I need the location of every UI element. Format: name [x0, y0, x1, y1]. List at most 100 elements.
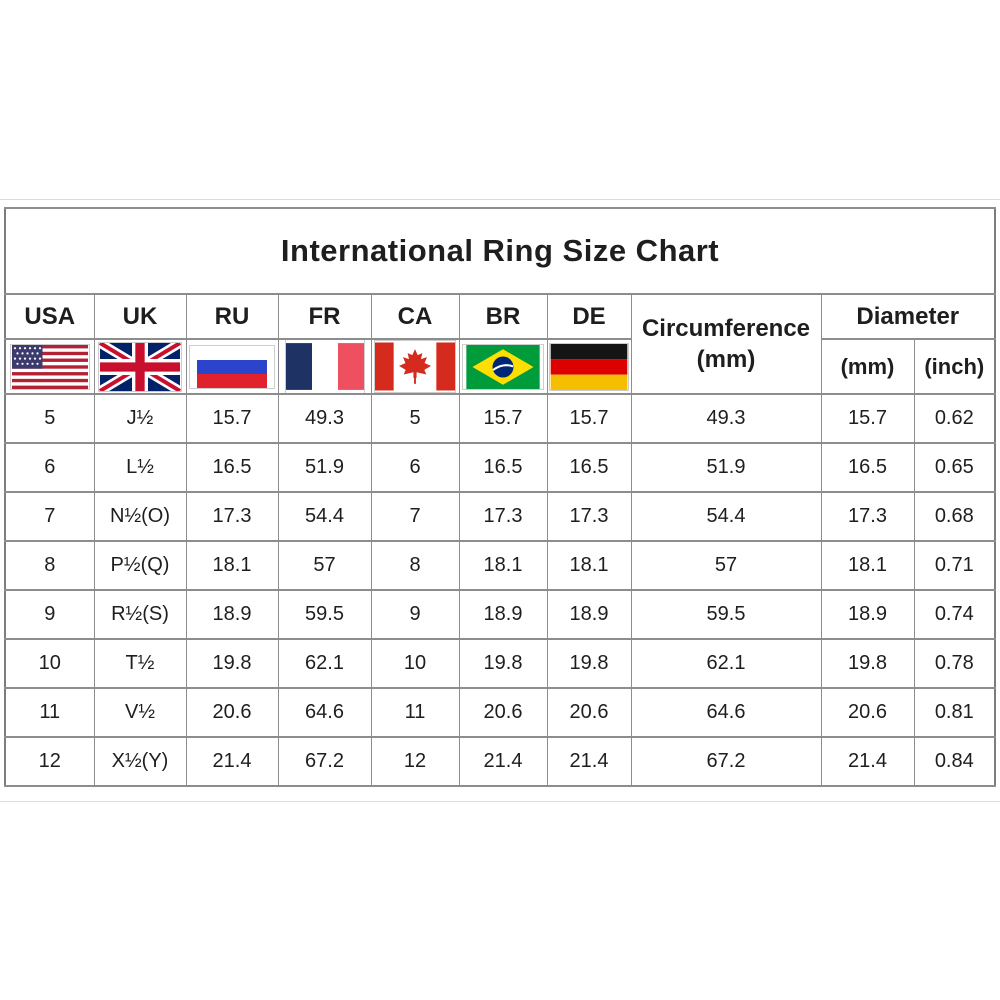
column-header-fr: FR — [277, 293, 372, 340]
size-value-cell: 20.6 — [820, 687, 915, 738]
bottom-divider-line — [0, 801, 1000, 802]
table-row: 8 P½(Q) 18.1 57 8 18.1 18.1 57 18.1 0.71 — [4, 540, 996, 591]
brazil-flag-cell — [458, 338, 548, 395]
table-row: 10 T½ 19.8 62.1 10 19.8 19.8 62.1 19.8 0.78 — [4, 638, 996, 689]
column-header-diameter: Diameter — [820, 293, 996, 340]
size-value-cell: 57 — [630, 540, 822, 591]
column-header-ca: CA — [370, 293, 460, 340]
size-value-cell: 67.2 — [277, 736, 372, 787]
size-value-cell: 62.1 — [277, 638, 372, 689]
size-value-cell: 10 — [4, 638, 95, 689]
size-value-cell: 0.84 — [913, 736, 996, 787]
top-divider-line — [0, 199, 1000, 200]
size-value-cell: 64.6 — [630, 687, 822, 738]
size-value-cell: 6 — [4, 442, 95, 493]
size-value-cell: 51.9 — [630, 442, 822, 493]
size-value-cell: 0.62 — [913, 393, 996, 444]
size-value-cell: 67.2 — [630, 736, 822, 787]
size-value-cell: P½(Q) — [93, 540, 187, 591]
size-value-cell: 17.3 — [546, 491, 632, 542]
size-value-cell: 49.3 — [277, 393, 372, 444]
size-value-cell: L½ — [93, 442, 187, 493]
column-header-uk: UK — [93, 293, 187, 340]
size-value-cell: 18.9 — [458, 589, 548, 640]
column-header-de: DE — [546, 293, 632, 340]
size-value-cell: 62.1 — [630, 638, 822, 689]
size-value-cell: 9 — [4, 589, 95, 640]
country-code-row: USA UK RU FR CA BR DE Circumference (mm)… — [4, 293, 996, 395]
size-value-cell: T½ — [93, 638, 187, 689]
diameter-inch-header: (inch) — [913, 338, 996, 395]
size-value-cell: 21.4 — [546, 736, 632, 787]
size-value-cell: 59.5 — [277, 589, 372, 640]
column-header-usa: USA — [4, 293, 95, 340]
germany-flag-icon — [550, 343, 628, 390]
uk-flag-cell — [93, 338, 187, 395]
size-value-cell: 8 — [370, 540, 460, 591]
size-value-cell: 19.8 — [546, 638, 632, 689]
circumference-label-line2: (mm) — [696, 346, 756, 373]
size-value-cell: 5 — [4, 393, 95, 444]
canada-flag-icon — [375, 342, 455, 391]
size-value-cell: 16.5 — [185, 442, 279, 493]
ring-size-table: International Ring Size Chart USA UK RU … — [4, 207, 997, 787]
size-value-cell: 19.8 — [185, 638, 279, 689]
table-row: 11 V½ 20.6 64.6 11 20.6 20.6 64.6 20.6 0.81 — [4, 687, 996, 738]
table-row: 7 N½(O) 17.3 54.4 7 17.3 17.3 54.4 17.3 0.68 — [4, 491, 996, 542]
size-value-cell: 11 — [4, 687, 95, 738]
size-value-cell: 20.6 — [458, 687, 548, 738]
size-value-cell: 18.9 — [185, 589, 279, 640]
size-value-cell: 12 — [370, 736, 460, 787]
size-value-cell: 0.81 — [913, 687, 996, 738]
size-value-cell: 7 — [4, 491, 95, 542]
size-value-cell: 54.4 — [630, 491, 822, 542]
size-value-cell: 0.78 — [913, 638, 996, 689]
size-value-cell: 18.1 — [458, 540, 548, 591]
size-value-cell: 12 — [4, 736, 95, 787]
size-value-cell: 15.7 — [185, 393, 279, 444]
size-value-cell: 20.6 — [546, 687, 632, 738]
canada-flag-cell — [370, 338, 460, 395]
size-value-cell: 15.7 — [546, 393, 632, 444]
size-value-cell: 7 — [370, 491, 460, 542]
russia-flag-icon — [197, 345, 267, 388]
size-value-cell: 16.5 — [458, 442, 548, 493]
france-flag-icon — [285, 343, 364, 390]
table-row: 5 J½ 15.7 49.3 5 15.7 15.7 49.3 15.7 0.62 — [4, 393, 996, 444]
column-header-circumference: Circumference (mm) — [630, 293, 822, 395]
size-value-cell: 10 — [370, 638, 460, 689]
size-value-cell: 0.65 — [913, 442, 996, 493]
size-value-cell: V½ — [93, 687, 187, 738]
size-value-cell: N½(O) — [93, 491, 187, 542]
size-value-cell: 17.3 — [185, 491, 279, 542]
size-value-cell: X½(Y) — [93, 736, 187, 787]
size-value-cell: 15.7 — [820, 393, 915, 444]
size-value-cell: 16.5 — [820, 442, 915, 493]
size-value-cell: 19.8 — [458, 638, 548, 689]
size-value-cell: R½(S) — [93, 589, 187, 640]
diameter-mm-header: (mm) — [820, 338, 915, 395]
column-header-ru: RU — [185, 293, 279, 340]
size-value-cell: 18.1 — [546, 540, 632, 591]
size-value-cell: 6 — [370, 442, 460, 493]
circumference-label-line1: Circumference — [641, 314, 811, 342]
table-row: 9 R½(S) 18.9 59.5 9 18.9 18.9 59.5 18.9 0.74 — [4, 589, 996, 640]
brazil-flag-icon — [466, 344, 540, 389]
table-row: 12 X½(Y) 21.4 67.2 12 21.4 21.4 67.2 21.4 0.84 — [4, 736, 996, 787]
france-flag-cell — [277, 338, 372, 395]
size-value-cell: 57 — [277, 540, 372, 591]
size-value-cell: 11 — [370, 687, 460, 738]
size-value-cell: 21.4 — [820, 736, 915, 787]
size-value-cell: 20.6 — [185, 687, 279, 738]
page-title: International Ring Size Chart — [4, 207, 996, 295]
size-value-cell: 8 — [4, 540, 95, 591]
usa-flag-icon — [11, 344, 88, 389]
size-value-cell: 64.6 — [277, 687, 372, 738]
size-value-cell: 15.7 — [458, 393, 548, 444]
usa-flag-cell — [4, 338, 95, 395]
size-value-cell: 16.5 — [546, 442, 632, 493]
size-value-cell: 0.71 — [913, 540, 996, 591]
size-value-cell: 18.1 — [185, 540, 279, 591]
column-header-br: BR — [458, 293, 548, 340]
table-body: 5 J½ 15.7 49.3 5 15.7 15.7 49.3 15.7 0.62 6 L½ 16.5 5… — [4, 393, 996, 787]
